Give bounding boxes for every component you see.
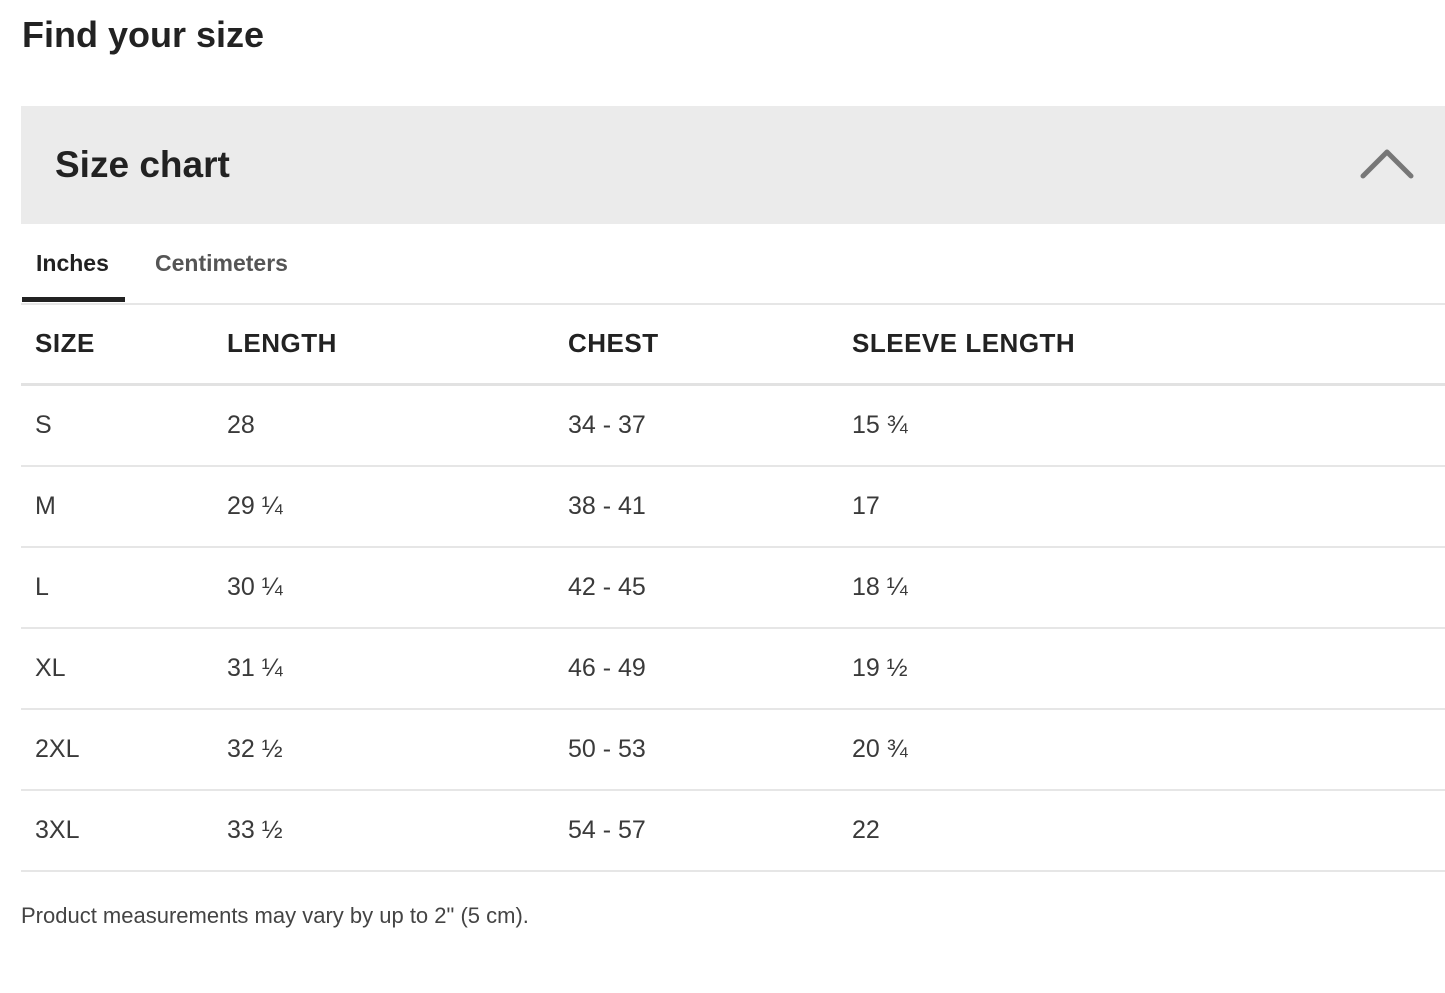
- table-row: L 30 ¼ 42 - 45 18 ¼: [21, 547, 1445, 629]
- cell-chest: 34 - 37: [568, 384, 852, 467]
- cell-size: M: [21, 466, 227, 548]
- table-row: S 28 34 - 37 15 ¾: [21, 384, 1445, 467]
- table-row: 3XL 33 ½ 54 - 57 22: [21, 790, 1445, 872]
- cell-length: 31 ¼: [227, 628, 568, 710]
- cell-chest: 50 - 53: [568, 709, 852, 791]
- size-chart-accordion-header[interactable]: Size chart: [21, 106, 1445, 224]
- column-header-size: SIZE: [21, 304, 227, 386]
- chevron-up-icon[interactable]: [1359, 144, 1415, 184]
- cell-length: 30 ¼: [227, 547, 568, 629]
- table-header-row: SIZE LENGTH CHEST SLEEVE LENGTH: [21, 304, 1445, 386]
- cell-length: 33 ½: [227, 790, 568, 872]
- cell-chest: 38 - 41: [568, 466, 852, 548]
- cell-size: S: [21, 384, 227, 467]
- column-header-length: LENGTH: [227, 304, 568, 386]
- table-row: M 29 ¼ 38 - 41 17: [21, 466, 1445, 548]
- cell-sleeve-length: 22: [852, 790, 1445, 872]
- cell-sleeve-length: 18 ¼: [852, 547, 1445, 629]
- cell-chest: 54 - 57: [568, 790, 852, 872]
- column-header-chest: CHEST: [568, 304, 852, 386]
- cell-size: XL: [21, 628, 227, 710]
- cell-sleeve-length: 17: [852, 466, 1445, 548]
- table-row: XL 31 ¼ 46 - 49 19 ½: [21, 628, 1445, 710]
- measurement-note: Product measurements may vary by up to 2…: [21, 903, 529, 928]
- cell-sleeve-length: 19 ½: [852, 628, 1445, 710]
- cell-size: L: [21, 547, 227, 629]
- tab-inches[interactable]: Inches: [36, 250, 109, 276]
- cell-length: 32 ½: [227, 709, 568, 791]
- tab-centimeters[interactable]: Centimeters: [155, 250, 288, 276]
- unit-tabs: Inches Centimeters: [21, 224, 1445, 305]
- cell-sleeve-length: 20 ¾: [852, 709, 1445, 791]
- page-title: Find your size: [22, 14, 265, 55]
- cell-chest: 42 - 45: [568, 547, 852, 629]
- cell-sleeve-length: 15 ¾: [852, 384, 1445, 467]
- table-row: 2XL 32 ½ 50 - 53 20 ¾: [21, 709, 1445, 791]
- column-header-sleeve-length: SLEEVE LENGTH: [852, 304, 1445, 386]
- cell-chest: 46 - 49: [568, 628, 852, 710]
- cell-length: 29 ¼: [227, 466, 568, 548]
- active-tab-indicator: [22, 297, 125, 302]
- accordion-title: Size chart: [55, 144, 230, 185]
- cell-size: 2XL: [21, 709, 227, 791]
- cell-size: 3XL: [21, 790, 227, 872]
- cell-length: 28: [227, 384, 568, 467]
- size-table: SIZE LENGTH CHEST SLEEVE LENGTH S 28 34 - …: [21, 304, 1445, 872]
